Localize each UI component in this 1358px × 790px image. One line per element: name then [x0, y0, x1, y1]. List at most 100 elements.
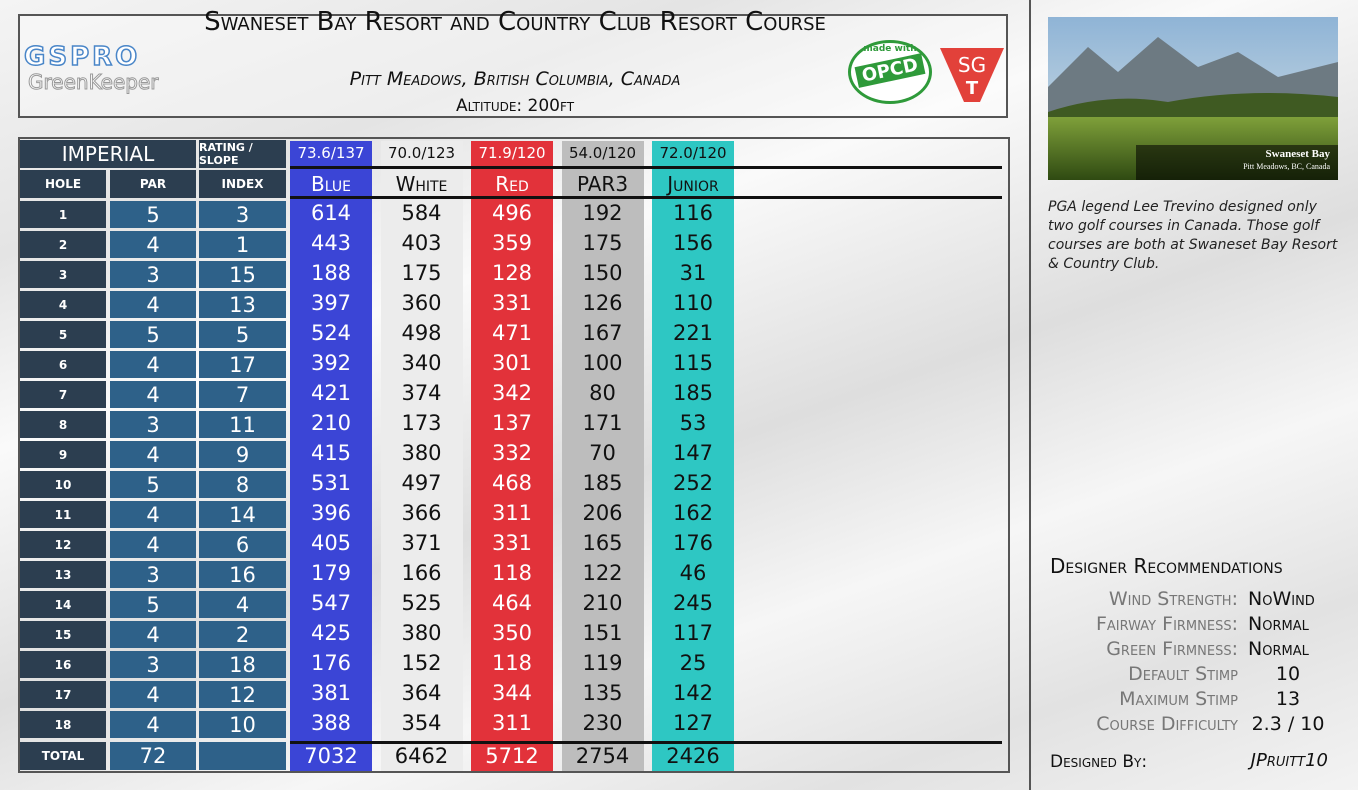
- tee-yards: 135: [582, 681, 623, 705]
- tee-yards: 118: [491, 651, 533, 675]
- sgt-shape: [940, 48, 1004, 102]
- tee-yards: 115: [672, 351, 714, 375]
- tee-yards: 167: [582, 321, 623, 345]
- tee-column: [290, 141, 372, 771]
- divider: [1029, 0, 1031, 790]
- par: 4: [110, 711, 196, 738]
- rule-total: [290, 741, 1002, 744]
- par: 5: [110, 201, 196, 228]
- tee-yards: 468: [491, 471, 533, 495]
- unit-label: IMPERIAL: [20, 140, 196, 168]
- tee-name: Red: [495, 172, 529, 196]
- rec-label: Maximum Stimp: [1119, 688, 1238, 710]
- hole-number: 16: [20, 651, 106, 678]
- tee-yards: 176: [672, 531, 714, 555]
- par: 5: [110, 321, 196, 348]
- tee-yards: 396: [310, 501, 352, 525]
- index: 18: [199, 651, 286, 678]
- gspro-logo: GSPRO: [23, 41, 141, 73]
- tee-yards: 176: [310, 651, 352, 675]
- hole-number: 14: [20, 591, 106, 618]
- tee-yards: 31: [679, 261, 707, 285]
- hole-number: 6: [20, 351, 106, 378]
- rec-label: Default Stimp: [1128, 663, 1238, 685]
- tee-rating: 70.0/123: [387, 144, 456, 162]
- tee-yards: 210: [310, 411, 352, 435]
- index: 7: [199, 381, 286, 408]
- tee-yards: 340: [401, 351, 442, 375]
- rec-value: Normal: [1248, 613, 1309, 635]
- index: 12: [199, 681, 286, 708]
- tee-yards: 185: [582, 471, 623, 495]
- par: 4: [110, 291, 196, 318]
- tee-yards: 380: [401, 441, 442, 465]
- tee-yards: 344: [491, 681, 533, 705]
- greenkeeper-logo: GreenKeeper: [28, 70, 160, 95]
- hole-number: 1: [20, 201, 106, 228]
- rec-value: NoWind: [1248, 588, 1315, 610]
- par: 3: [110, 561, 196, 588]
- column-header: HOLE: [20, 170, 106, 198]
- index: 14: [199, 501, 286, 528]
- tee-yards: 425: [310, 621, 352, 645]
- hole-number: 10: [20, 471, 106, 498]
- tee-yards: 252: [672, 471, 714, 495]
- photo-location: Pitt Meadows, BC, Canada: [1243, 162, 1330, 171]
- tee-yards: 331: [491, 291, 533, 315]
- tee-name: PAR3: [576, 172, 629, 196]
- hole-number: 5: [20, 321, 106, 348]
- tee-total: 7032: [304, 744, 358, 768]
- tee-yards: 380: [401, 621, 442, 645]
- tee-yards: 366: [401, 501, 442, 525]
- index: 8: [199, 471, 286, 498]
- tee-yards: 122: [582, 561, 623, 585]
- tee-yards: 53: [679, 411, 707, 435]
- par: 4: [110, 501, 196, 528]
- index: 1: [199, 231, 286, 258]
- hole-number: 4: [20, 291, 106, 318]
- tee-yards: 311: [491, 711, 533, 735]
- tee-rating: 54.0/120: [568, 144, 637, 162]
- rec-value: 10: [1275, 663, 1301, 685]
- tee-yards: 118: [491, 561, 533, 585]
- tee-yards: 80: [589, 381, 616, 405]
- tee-yards: 165: [582, 531, 623, 555]
- index: 17: [199, 351, 286, 378]
- tee-yards: 403: [401, 231, 442, 255]
- tee-yards: 221: [672, 321, 714, 345]
- hole-number: 9: [20, 441, 106, 468]
- par: 4: [110, 621, 196, 648]
- tee-yards: 374: [401, 381, 442, 405]
- tee-yards: 359: [491, 231, 533, 255]
- par: 4: [110, 351, 196, 378]
- tee-yards: 25: [679, 651, 707, 675]
- par-total: 72: [110, 742, 196, 770]
- tee-yards: 301: [491, 351, 533, 375]
- description: PGA legend Lee Trevino designed only two…: [1048, 199, 1338, 272]
- tee-yards: 614: [310, 201, 352, 225]
- tee-yards: 311: [491, 501, 533, 525]
- tee-yards: 156: [672, 231, 714, 255]
- index: 5: [199, 321, 286, 348]
- tee-yards: 192: [582, 201, 623, 225]
- column-header: INDEX: [199, 170, 286, 198]
- tee-yards: 188: [310, 261, 352, 285]
- index: 4: [199, 591, 286, 618]
- caption-bg: [1136, 145, 1338, 180]
- rec-value: 2.3 / 10: [1251, 713, 1325, 735]
- table-frame: [18, 137, 1010, 773]
- tee-yards: 175: [582, 231, 623, 255]
- tee-yards: 127: [672, 711, 714, 735]
- hole-number: 3: [20, 261, 106, 288]
- index: 13: [199, 291, 286, 318]
- par: 4: [110, 231, 196, 258]
- tee-yards: 210: [582, 591, 623, 615]
- sgt-logo: SG T: [940, 48, 1004, 102]
- par: 5: [110, 591, 196, 618]
- index: 6: [199, 531, 286, 558]
- index: 16: [199, 561, 286, 588]
- tee-yards: 342: [491, 381, 533, 405]
- tee-yards: 496: [491, 201, 533, 225]
- hole-number: 18: [20, 711, 106, 738]
